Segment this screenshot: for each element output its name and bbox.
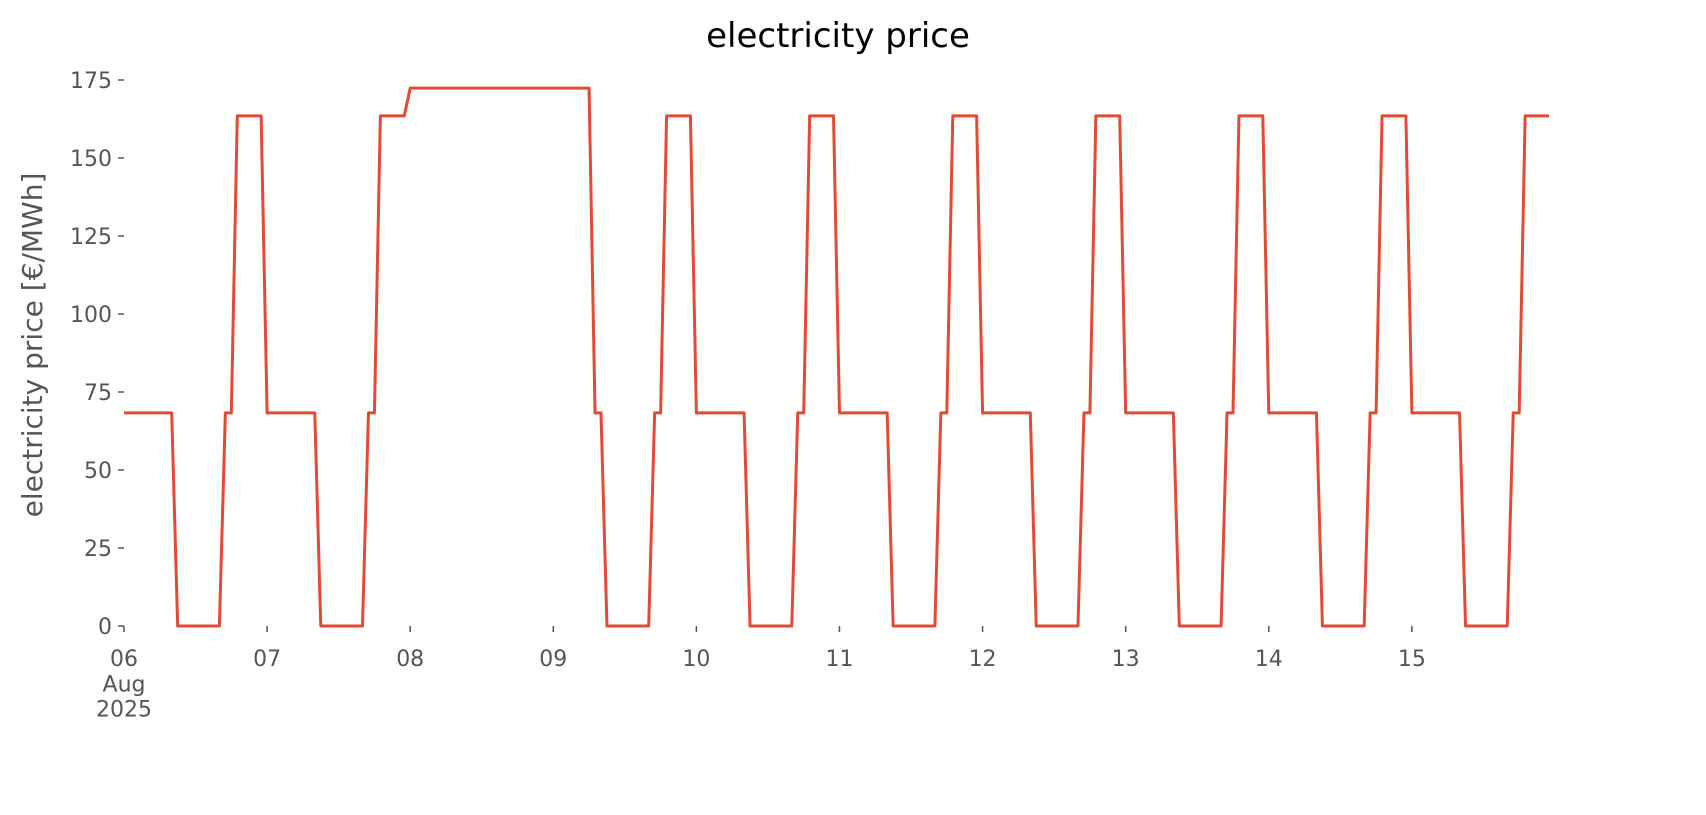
x-tick-label: 11	[825, 647, 853, 672]
y-tick-label: 125	[70, 225, 112, 250]
x-tick-label: 15	[1398, 647, 1426, 672]
y-tick-label: 175	[70, 69, 112, 94]
chart-title: electricity price	[706, 16, 970, 56]
y-tick-label: 0	[98, 615, 112, 640]
x-tick-label: 07	[253, 647, 281, 672]
y-tick-label: 25	[84, 537, 112, 562]
y-tick-label: 150	[70, 147, 112, 172]
x-tick-label: 08	[396, 647, 424, 672]
y-tick-label: 75	[84, 381, 112, 406]
y-tick-label: 100	[70, 303, 112, 328]
price-line	[124, 86, 1549, 628]
y-tick-label: 50	[84, 459, 112, 484]
x-tick-label: 14	[1255, 647, 1283, 672]
x-tick-label: 12	[969, 647, 997, 672]
y-axis-label: electricity price [€/MWh]	[16, 173, 49, 518]
x-tick-label: 06 Aug 2025	[96, 647, 152, 723]
x-tick-label: 10	[682, 647, 710, 672]
x-tick-label: 13	[1112, 647, 1140, 672]
x-tick-label: 09	[539, 647, 567, 672]
